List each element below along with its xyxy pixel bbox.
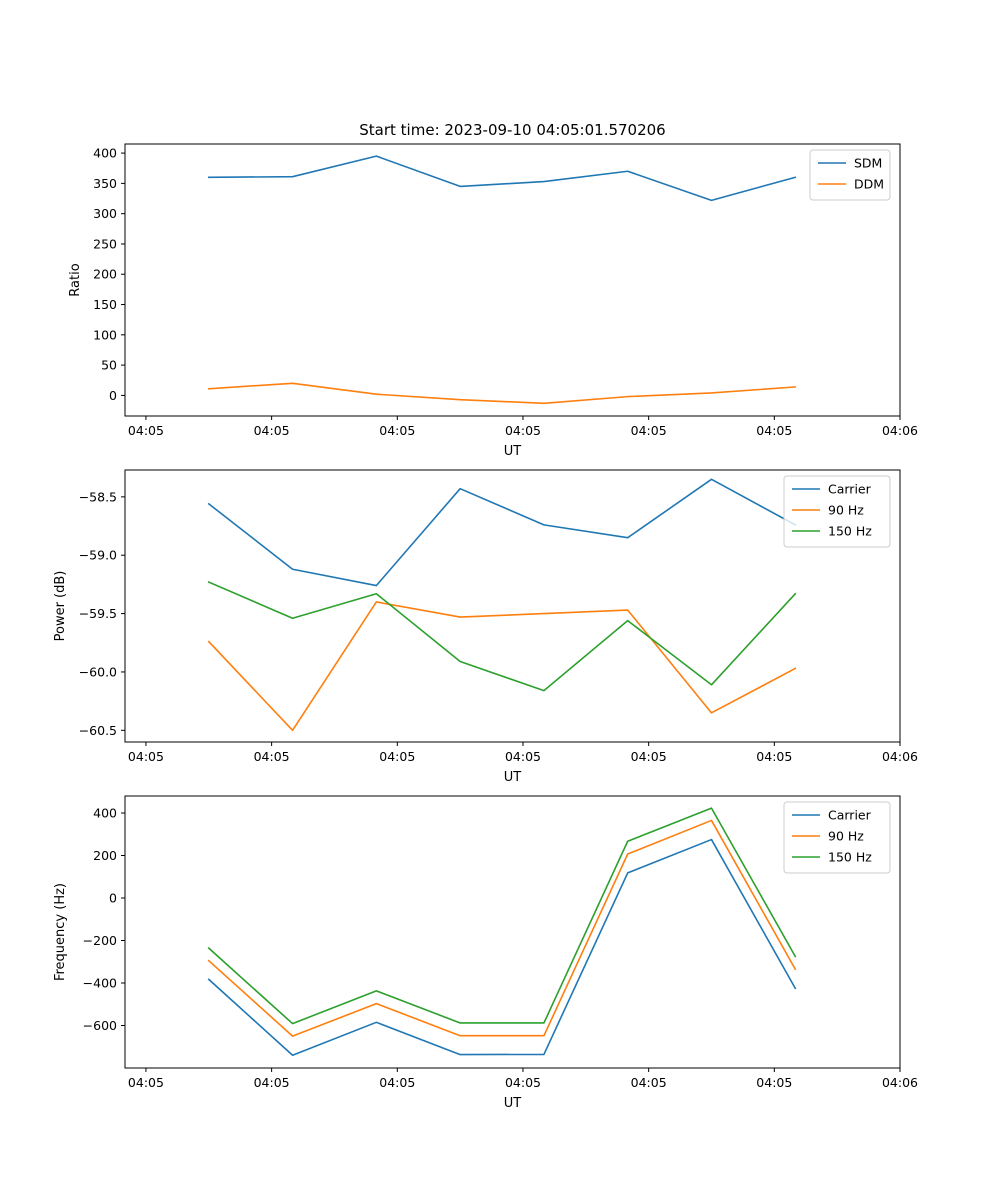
- power-y-tick-label: −58.5: [79, 489, 117, 504]
- frequency-x-tick-label: 04:05: [631, 1075, 667, 1090]
- frequency-x-tick-label: 04:05: [379, 1075, 415, 1090]
- frequency-x-tick-label: 04:06: [882, 1075, 918, 1090]
- ratio-series-sdm: [207, 155, 797, 202]
- power-y-tick-label: −60.5: [79, 723, 117, 738]
- ratio-x-axis-label: UT: [504, 444, 522, 459]
- ratio-y-tick-label: 200: [93, 267, 117, 282]
- frequency-x-tick-label: 04:05: [128, 1075, 164, 1090]
- frequency-y-tick-label: 200: [93, 848, 117, 863]
- frequency-y-tick-label: 400: [93, 806, 117, 821]
- frequency-series-carrier: [207, 838, 797, 1057]
- power-x-tick-label: 04:05: [631, 749, 667, 764]
- ratio-y-tick-label: 400: [93, 146, 117, 161]
- frequency-axes-frame: [124, 795, 901, 1069]
- ratio-y-tick-label: 50: [101, 358, 117, 373]
- power-y-tick-label: −60.0: [79, 664, 117, 679]
- power-x-tick-label: 04:05: [379, 749, 415, 764]
- frequency-y-tick-label: 0: [109, 891, 117, 906]
- power-x-tick-label: 04:05: [756, 749, 792, 764]
- power-x-tick-label: 04:05: [505, 749, 541, 764]
- ratio-y-tick-label: 100: [93, 327, 117, 342]
- power-legend: Carrier 90 Hz 150 Hz: [783, 475, 891, 548]
- frequency-y-tick-label: −600: [83, 1018, 117, 1033]
- ratio-series-ddm: [207, 382, 797, 405]
- ratio-y-tick-label: 300: [93, 206, 117, 221]
- frequency-x-tick-label: 04:05: [505, 1075, 541, 1090]
- ratio-y-tick-label: 150: [93, 297, 117, 312]
- ratio-y-axis-label: Ratio: [68, 263, 83, 296]
- ratio-axes-frame: [124, 143, 901, 417]
- power-x-tick-label: 04:05: [128, 749, 164, 764]
- ratio-y-tick-label: 350: [93, 176, 117, 191]
- frequency-x-tick-label: 04:05: [254, 1075, 290, 1090]
- frequency-y-tick-label: −400: [83, 976, 117, 991]
- power-y-tick-label: −59.0: [79, 548, 117, 563]
- frequency-legend: Carrier 90 Hz 150 Hz: [783, 801, 891, 874]
- ratio-x-tick-label: 04:05: [128, 423, 164, 438]
- ratio-x-tick-label: 04:05: [756, 423, 792, 438]
- power-series-90-hz: [207, 601, 797, 732]
- frequency-legend-label-150-hz: 150 Hz: [828, 850, 872, 865]
- power-x-tick-label: 04:05: [254, 749, 290, 764]
- power-series-150-hz: [207, 581, 797, 692]
- frequency-series-90-hz: [207, 819, 797, 1037]
- power-legend-label-150-hz: 150 Hz: [828, 524, 872, 539]
- frequency-y-axis-label: Frequency (Hz): [53, 883, 68, 981]
- ratio-x-tick-label: 04:05: [254, 423, 290, 438]
- power-x-tick-label: 04:06: [882, 749, 918, 764]
- power-y-axis-label: Power (dB): [53, 571, 68, 642]
- power-y-tick-label: −59.5: [79, 606, 117, 621]
- frequency-y-tick-label: −200: [83, 933, 117, 948]
- ratio-legend: SDM DDM: [809, 149, 891, 201]
- ratio-legend-label-sdm: SDM: [854, 156, 882, 171]
- ratio-x-tick-label: 04:05: [379, 423, 415, 438]
- ratio-chart: 04:05 04:05 04:05 04:05 04:05 04:05 04:06 0 50 10…: [68, 143, 918, 459]
- frequency-chart: 04:05 04:05 04:05 04:05 04:05 04:05 04:06 400 20…: [53, 795, 918, 1111]
- figure-title: Start time: 2023-09-10 04:05:01.570206: [359, 121, 665, 139]
- frequency-legend-label-carrier: Carrier: [828, 808, 872, 823]
- power-legend-label-90-hz: 90 Hz: [828, 503, 864, 518]
- ratio-x-tick-label: 04:06: [882, 423, 918, 438]
- power-series-carrier: [207, 478, 797, 587]
- frequency-x-tick-label: 04:05: [756, 1075, 792, 1090]
- power-legend-box: [783, 475, 891, 548]
- power-legend-label-carrier: Carrier: [828, 482, 872, 497]
- frequency-series-150-hz: [207, 807, 797, 1025]
- power-axes-frame: [124, 469, 901, 743]
- power-chart: 04:05 04:05 04:05 04:05 04:05 04:05 04:06 −58.5…: [53, 469, 918, 785]
- ratio-y-tick-label: 250: [93, 236, 117, 251]
- frequency-legend-label-90-hz: 90 Hz: [828, 829, 864, 844]
- ratio-y-tick-label: 0: [109, 388, 117, 403]
- ratio-legend-label-ddm: DDM: [854, 177, 884, 192]
- ratio-x-tick-label: 04:05: [505, 423, 541, 438]
- frequency-x-axis-label: UT: [504, 1096, 522, 1111]
- frequency-legend-box: [783, 801, 891, 874]
- ratio-x-tick-label: 04:05: [631, 423, 667, 438]
- power-x-axis-label: UT: [504, 770, 522, 785]
